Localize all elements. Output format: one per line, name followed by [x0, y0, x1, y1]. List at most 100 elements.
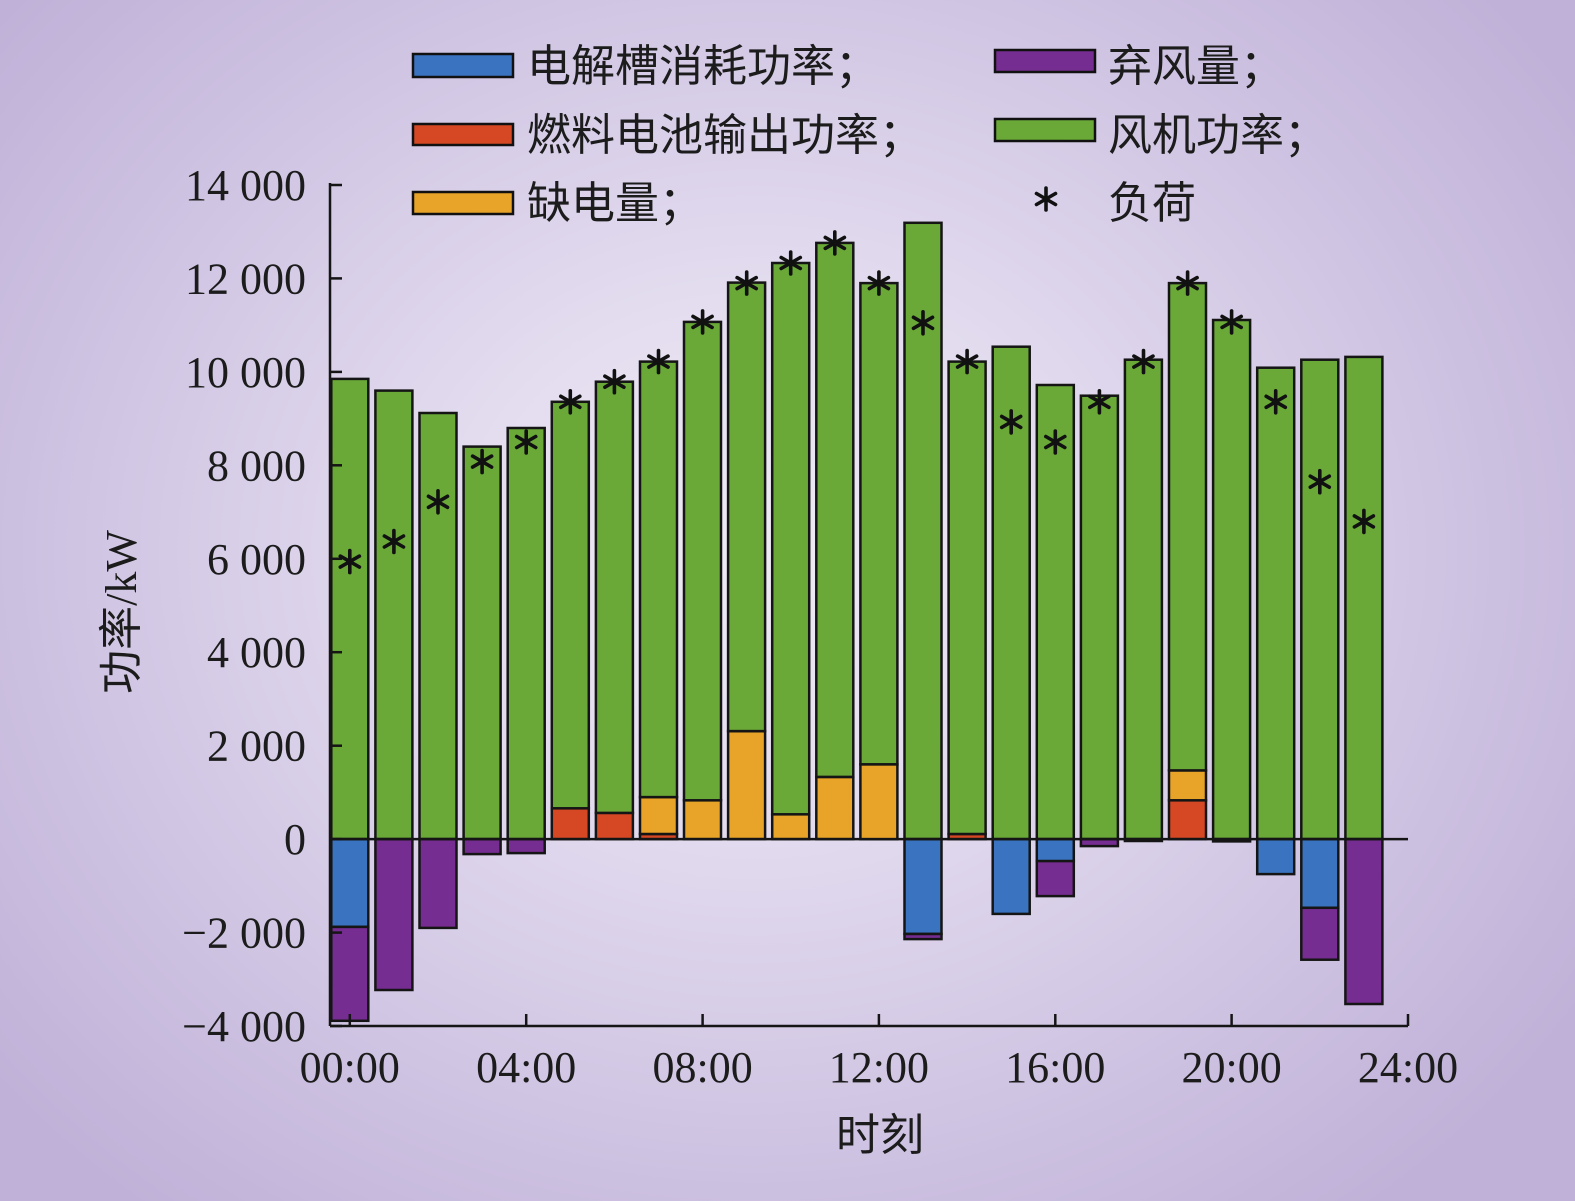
bar-layer — [330, 221, 1384, 1023]
bar-wind-h6 — [594, 380, 635, 815]
bar-curtailment-h3 — [462, 837, 502, 856]
bar-shortage-h19 — [1167, 769, 1208, 802]
load-marker-h8 — [691, 309, 714, 335]
load-marker-stroke — [911, 315, 935, 331]
bar-electrolyzer-h21 — [1255, 837, 1296, 876]
bar-wind-h23 — [1344, 355, 1384, 841]
y-tick-label: 4 000 — [207, 628, 306, 677]
bar-wind-h19 — [1167, 281, 1208, 772]
tick-labels: 14 000 12 000 10 000 8 000 6 000 4 000 2 000 0 −… — [182, 161, 1458, 1092]
bar-wind-h7 — [638, 360, 679, 799]
y-tick-label: 8 000 — [207, 441, 306, 490]
legend-label-shortage: 缺电量； — [527, 179, 703, 228]
load-marker-h5 — [558, 388, 582, 415]
x-tick-label: 24:00 — [1358, 1043, 1458, 1092]
x-tick-label: 04:00 — [476, 1043, 576, 1092]
load-marker-stroke — [1264, 394, 1288, 410]
bar-electrolyzer-h13 — [903, 837, 943, 936]
load-marker-h7 — [647, 348, 670, 375]
bar-wind-h18 — [1123, 358, 1164, 841]
y-tick-label: −2 000 — [182, 909, 306, 958]
bar-curtailment-h16 — [1035, 859, 1076, 898]
load-marker-h14 — [955, 348, 979, 375]
bar-wind-h21 — [1255, 366, 1296, 841]
legend-asterisk-icon — [1034, 186, 1058, 212]
load-marker-stroke — [338, 554, 362, 569]
bar-wind-h2 — [418, 411, 458, 841]
bar-fuel-cell-h5 — [550, 807, 591, 841]
y-tick-label: 2 000 — [207, 722, 306, 771]
legend-swatch-shortage — [411, 190, 515, 216]
x-tick-label: 20:00 — [1181, 1043, 1281, 1092]
load-marker-stroke — [514, 434, 538, 450]
bar-shortage-h10 — [770, 813, 811, 841]
load-marker-h4 — [514, 429, 538, 455]
load-marker-h2 — [426, 488, 450, 515]
bar-shortage-h8 — [682, 799, 723, 841]
legend-label-electrolyzer: 电解槽消耗功率； — [527, 42, 879, 91]
bar-curtailment-h13 — [903, 932, 943, 941]
load-marker-h19 — [1176, 270, 1199, 296]
bar-wind-h4 — [506, 426, 546, 841]
bar-curtailment-h2 — [418, 837, 458, 930]
legend-label-load: 负荷 — [1108, 179, 1196, 228]
load-marker-layer — [338, 230, 1376, 575]
bar-wind-h9 — [726, 281, 767, 733]
legend-swatch-electrolyzer — [411, 52, 515, 79]
load-marker-h13 — [911, 309, 935, 336]
x-tick-label: 16:00 — [1005, 1043, 1105, 1092]
load-marker-h0 — [338, 548, 362, 575]
load-marker-h20 — [1220, 309, 1243, 335]
bar-wind-h16 — [1035, 383, 1076, 841]
x-tick-label: 08:00 — [652, 1043, 752, 1092]
bar-electrolyzer-h22 — [1300, 837, 1340, 910]
load-marker-stroke — [779, 255, 803, 271]
load-marker-h17 — [1088, 388, 1111, 415]
bar-curtailment-h4 — [506, 837, 546, 855]
load-marker-stroke — [426, 494, 450, 510]
load-marker-stroke — [691, 314, 714, 330]
load-marker-h22 — [1308, 468, 1332, 495]
bar-curtailment-h1 — [374, 837, 414, 992]
y-tick-label: 12 000 — [185, 254, 306, 303]
legend-label-wind: 风机功率； — [1108, 111, 1328, 160]
legend-swatch-curtailment — [993, 48, 1097, 74]
legend-label-fuel-cell: 燃料电池输出功率； — [527, 111, 923, 160]
load-marker-stroke — [1220, 314, 1243, 330]
bar-wind-h14 — [947, 360, 987, 836]
bar-wind-h20 — [1211, 318, 1252, 841]
bar-wind-h0 — [330, 377, 370, 841]
x-axis-title: 时刻 — [836, 1111, 924, 1160]
bar-electrolyzer-h15 — [991, 837, 1031, 916]
load-marker-h9 — [735, 270, 759, 296]
load-marker-stroke — [382, 534, 406, 549]
load-marker-h1 — [382, 528, 406, 555]
load-marker-h10 — [779, 250, 803, 276]
bar-wind-h1 — [374, 389, 414, 841]
bar-wind-h17 — [1079, 394, 1120, 841]
bar-shortage-h11 — [815, 775, 855, 841]
bar-fuel-cell-h19 — [1167, 799, 1208, 841]
load-marker-stroke — [647, 354, 670, 369]
bar-wind-h3 — [462, 445, 502, 841]
bar-shortage-h9 — [726, 729, 767, 841]
legend: 电解槽消耗功率； 弃风量； 燃料电池输出功率； 风机功率； 缺电量； 负荷 — [411, 42, 1328, 228]
load-marker-h16 — [1044, 429, 1067, 455]
y-tick-label: 10 000 — [185, 348, 306, 397]
load-marker-stroke — [1176, 275, 1199, 291]
bar-wind-h5 — [550, 400, 591, 810]
legend-swatch-fuel-cell — [411, 122, 515, 147]
bar-curtailment-h0 — [330, 925, 370, 1023]
bar-wind-h12 — [859, 281, 899, 766]
load-marker-stroke — [470, 454, 494, 469]
load-marker-h15 — [999, 409, 1023, 435]
bar-fuel-cell-h6 — [594, 811, 635, 841]
load-marker-stroke — [603, 374, 626, 390]
load-marker-h21 — [1264, 388, 1288, 415]
bar-wind-h10 — [770, 261, 811, 816]
load-marker-stroke — [999, 414, 1023, 430]
load-marker-h12 — [867, 270, 891, 296]
bar-electrolyzer-h16 — [1035, 837, 1076, 863]
load-marker-h6 — [603, 368, 626, 395]
y-tick-label: 6 000 — [207, 535, 306, 584]
